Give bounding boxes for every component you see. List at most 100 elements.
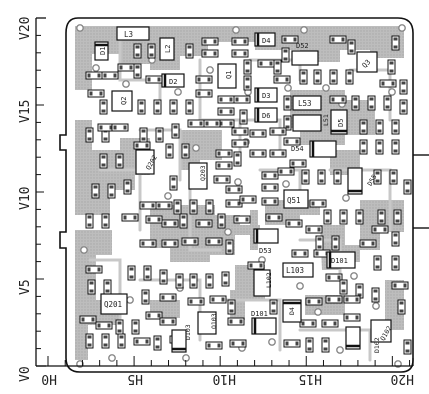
smd-part (373, 255, 382, 271)
smd-part (153, 335, 162, 351)
via (322, 84, 330, 92)
smd-part (313, 69, 322, 85)
smd-part (101, 71, 119, 80)
smd-part (317, 169, 326, 185)
transistor-q103-body (197, 311, 217, 335)
label-l3: L3 (124, 30, 133, 39)
smd-part (133, 43, 142, 59)
smd-part (215, 161, 233, 170)
smd-part (269, 149, 287, 158)
smd-part (389, 169, 398, 185)
x-tick-label-h15: H15 (299, 371, 322, 386)
smd-part (185, 43, 194, 59)
label-d6: D6 (262, 112, 270, 120)
via (336, 346, 344, 354)
smd-part (195, 75, 213, 84)
smd-part (145, 311, 163, 320)
via (268, 338, 276, 346)
diode-d54-body (309, 140, 337, 158)
smd-part (391, 139, 400, 155)
smd-part (233, 95, 251, 104)
smd-part (391, 35, 400, 51)
smd-part (305, 297, 323, 306)
label-d101b: D101 (331, 257, 348, 265)
y-tick-label-v20: V20 (18, 17, 33, 40)
smd-part (233, 151, 242, 167)
smd-part (111, 123, 129, 132)
smd-part (159, 293, 177, 302)
smd-part (103, 279, 112, 295)
smd-part (217, 213, 226, 229)
smd-part (331, 235, 340, 251)
smd-part (85, 265, 103, 274)
via (126, 296, 134, 304)
smd-part (215, 149, 233, 158)
smd-part (161, 239, 179, 248)
smd-part (145, 75, 163, 84)
y-tick-label-v15: V15 (18, 100, 33, 123)
via (108, 354, 116, 362)
diode-d2-body (161, 73, 185, 88)
smd-part (205, 237, 223, 246)
via (174, 88, 182, 96)
smd-part (339, 209, 348, 225)
smd-part (131, 319, 140, 335)
smd-part (155, 201, 173, 210)
diode-d52-body (291, 50, 319, 66)
x-tick-label-h0: H0 (41, 371, 57, 386)
inductor-l51-body (292, 114, 322, 132)
smd-part (115, 319, 124, 335)
smd-part (277, 167, 295, 176)
via (296, 282, 304, 290)
smd-part (289, 159, 307, 168)
label-q203: Q203 (199, 165, 207, 181)
transistor-q102-body (370, 319, 392, 343)
label-d1: D1 (99, 47, 107, 55)
smd-part (321, 319, 339, 328)
smd-part (79, 315, 97, 324)
smd-part (329, 69, 338, 85)
via (206, 66, 214, 74)
smd-part (371, 287, 380, 303)
smd-part (391, 119, 400, 135)
via (388, 88, 396, 96)
smd-part (387, 59, 396, 75)
diode-d55-body (347, 167, 363, 195)
smd-part (231, 37, 249, 46)
via (314, 308, 322, 316)
smd-part (221, 271, 230, 287)
smd-part (213, 175, 231, 184)
smd-part (371, 225, 389, 234)
smd-part (225, 185, 243, 194)
smd-part (147, 43, 156, 59)
smd-part (117, 333, 126, 349)
smd-part (137, 99, 146, 115)
smd-part (187, 119, 205, 128)
smd-part (239, 109, 248, 125)
label-l51: L51 (322, 114, 330, 126)
smd-part (283, 115, 292, 131)
smd-part (305, 225, 323, 234)
smd-part (345, 69, 354, 85)
via (76, 24, 84, 32)
smd-part (391, 281, 409, 290)
smd-part (155, 127, 164, 143)
smd-part (87, 279, 96, 295)
smd-part (257, 59, 275, 68)
smd-part (283, 95, 292, 111)
smd-part (195, 219, 213, 228)
label-d102: D102 (373, 337, 381, 353)
smd-part (229, 339, 247, 348)
smd-part (309, 199, 327, 208)
label-l53: L53 (298, 99, 312, 108)
smd-part (85, 127, 94, 143)
smd-part (249, 129, 267, 138)
label-q103: Q103 (210, 313, 218, 329)
smd-part (283, 137, 301, 146)
smd-part (121, 213, 139, 222)
label-d2: D2 (169, 78, 177, 86)
inductor-l103-body (282, 262, 314, 278)
smd-part (231, 127, 249, 136)
smd-part (347, 39, 356, 55)
horizontal-ruler (36, 358, 414, 367)
